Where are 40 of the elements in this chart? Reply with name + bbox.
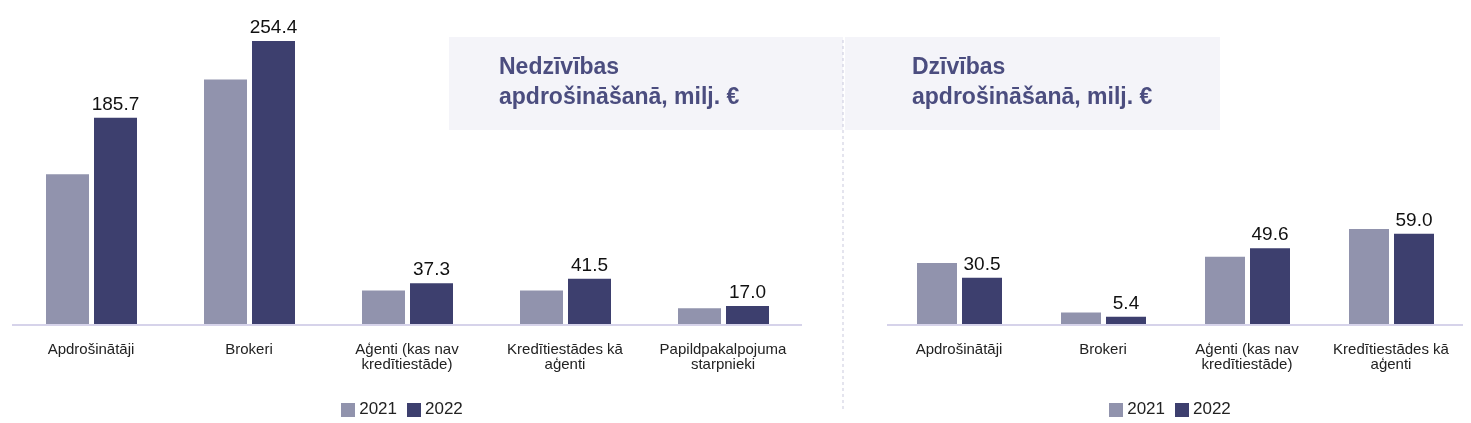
- x-tick-label: Apdrošinātāji: [915, 339, 1003, 357]
- bar: [1205, 256, 1245, 325]
- bar: [252, 41, 295, 325]
- chart-title: Dzīvības apdrošināšanā, milj. €: [912, 52, 1154, 111]
- data-label: 30.5: [963, 252, 1001, 274]
- data-label: 17.0: [729, 281, 766, 303]
- text: Nedzīvības apdrošināšanā, milj. €: [499, 52, 741, 111]
- data-label: 59.0: [1395, 208, 1433, 230]
- data-label: 5.4: [1112, 291, 1140, 313]
- bar: [1250, 248, 1290, 325]
- bar: [204, 79, 247, 325]
- data-label: 254.4: [249, 16, 298, 37]
- x-tick-label: Apdrošinātāji: [47, 339, 135, 357]
- x-tick-label: Aģenti (kas nav kredītiestāde): [355, 339, 460, 372]
- data-label: 37.3: [413, 258, 450, 280]
- bar: [568, 278, 611, 325]
- bar: [520, 290, 563, 325]
- bar: [410, 283, 453, 325]
- legend-label: 2021: [359, 399, 397, 418]
- bar: [962, 277, 1002, 325]
- x-tick-label: Brokeri: [1079, 339, 1127, 357]
- bar: [1394, 233, 1434, 325]
- legend-label: 2022: [1193, 399, 1231, 418]
- bar: [726, 306, 769, 325]
- bar: [917, 263, 957, 325]
- x-tick-label: Brokeri: [225, 339, 273, 357]
- bar: [1349, 229, 1389, 325]
- x-tick-label: Papildpakalpojuma starpnieki: [659, 339, 788, 372]
- x-tick-label: Aģenti (kas nav kredītiestāde): [1195, 339, 1300, 372]
- x-tick-label: Kredītiestādes kā aģenti: [1333, 339, 1450, 372]
- data-label: 185.7: [91, 92, 140, 114]
- data-label: 49.6: [1251, 223, 1289, 245]
- data-label: 41.5: [571, 253, 608, 275]
- bar: [362, 290, 405, 325]
- x-tick-label: Kredītiestādes kā aģenti: [507, 339, 624, 372]
- bar: [46, 174, 89, 325]
- bar: [678, 308, 721, 325]
- legend-label: 2021: [1127, 399, 1165, 418]
- bar: [94, 117, 137, 325]
- legend-label: 2022: [425, 399, 463, 418]
